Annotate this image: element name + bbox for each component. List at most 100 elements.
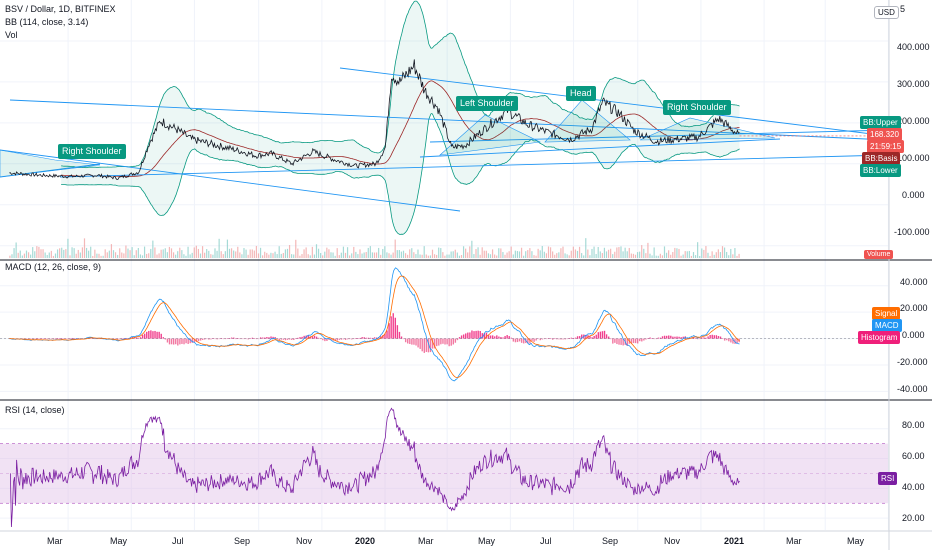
volume-bar: [518, 251, 521, 258]
macd-histogram-bar: [707, 336, 709, 339]
volume-bar: [558, 252, 560, 258]
macd-histogram-bar: [620, 338, 622, 345]
annotation-right-shoulder-left[interactable]: Right Shoulder: [58, 144, 126, 159]
volume-bar: [618, 247, 620, 258]
macd-histogram-bar: [717, 336, 720, 339]
macd-histogram-bar: [491, 335, 494, 339]
macd-histogram-bar: [438, 338, 440, 346]
macd-histogram-bar: [390, 316, 392, 339]
macd-histogram-bar: [92, 338, 94, 339]
volume-bar: [359, 249, 361, 258]
macd-histogram-bar: [79, 338, 82, 339]
macd-histogram-bar: [166, 338, 169, 343]
macd-histogram-bar: [69, 338, 71, 340]
volume-bar: [239, 252, 241, 258]
volume-bar: [146, 253, 148, 258]
volume-bar: [581, 253, 583, 258]
volume-bar: [226, 239, 229, 258]
macd-histogram-bar: [326, 338, 328, 341]
volume-bar: [636, 252, 639, 258]
macd-histogram-bar: [59, 338, 61, 339]
macd-histogram-bar: [235, 338, 237, 340]
macd-histogram-bar: [317, 337, 320, 339]
volume-bar: [164, 248, 166, 258]
macd-histogram-bar: [404, 338, 407, 343]
macd-histogram-bar: [605, 334, 608, 339]
macd-tick: -40.000: [897, 384, 928, 394]
volume-bar: [682, 254, 684, 258]
macd-histogram-bar: [465, 333, 467, 339]
macd-histogram-bar: [516, 338, 519, 343]
volume-bar: [398, 250, 400, 258]
macd-histogram-bar: [179, 338, 181, 345]
volume-bar: [382, 248, 384, 258]
macd-histogram-bar: [336, 338, 339, 341]
macd-histogram-bar: [183, 338, 185, 345]
currency-button[interactable]: USD: [874, 6, 899, 19]
macd-histogram-bar: [726, 338, 728, 341]
volume-bar: [419, 254, 421, 258]
volume-bar: [158, 253, 160, 258]
macd-histogram-bar: [657, 337, 660, 339]
trendline: [419, 138, 781, 158]
macd-histogram-bar: [512, 338, 515, 342]
volume-bar: [591, 248, 593, 258]
macd-histogram-bar: [75, 338, 78, 339]
macd-histogram-bar: [736, 338, 738, 344]
volume-bar: [175, 254, 177, 258]
volume-bar: [715, 252, 717, 258]
macd-histogram-bar: [585, 334, 587, 339]
volume-bar: [168, 246, 171, 258]
volume-bar: [380, 254, 382, 258]
price-tick: 200.000: [897, 116, 930, 126]
volume-bar: [597, 247, 599, 258]
macd-histogram-bar: [67, 338, 69, 340]
bb-upper-badge: BB:Upper: [860, 116, 901, 129]
chart-title[interactable]: BSV / Dollar, 1D, BITFINEX: [5, 4, 116, 14]
macd-histogram-bar: [477, 330, 479, 339]
macd-histogram-bar: [730, 338, 732, 343]
volume-bar: [46, 254, 48, 258]
volume-bar: [191, 252, 193, 258]
trendline: [9, 99, 889, 141]
macd-histogram-bar: [651, 338, 653, 339]
macd-indicator-label[interactable]: MACD (12, 26, close, 9): [5, 262, 102, 272]
volume-bar: [83, 238, 86, 258]
volume-bar: [295, 239, 297, 258]
bb-indicator-label[interactable]: BB (114, close, 3.14): [5, 17, 89, 27]
volume-bar: [320, 252, 322, 258]
volume-bar: [728, 255, 730, 258]
volume-bar: [363, 252, 365, 258]
rsi-indicator-label[interactable]: RSI (14, close): [5, 405, 65, 415]
trendlines[interactable]: [0, 67, 891, 212]
macd-histogram-bar: [448, 338, 450, 347]
annotation-left-shoulder[interactable]: Left Shoulder: [456, 96, 518, 111]
annotation-right-shoulder-right[interactable]: Right Shoulder: [663, 100, 731, 115]
volume-bar: [278, 246, 280, 258]
macd-histogram-bar: [487, 335, 490, 339]
volume-bar: [527, 250, 529, 258]
annotation-head[interactable]: Head: [566, 86, 596, 101]
price-line: [9, 59, 740, 180]
volume-bar: [262, 255, 264, 258]
macd-histogram-bar: [146, 331, 148, 339]
macd-histogram-bar: [212, 338, 214, 339]
volume-bar: [291, 254, 293, 258]
time-tick: Sep: [602, 536, 619, 546]
macd-histogram-bar: [206, 338, 208, 340]
volume-bar: [44, 252, 46, 258]
macd-histogram-bar: [595, 334, 597, 339]
volume-bar: [272, 253, 274, 258]
volume-indicator-label[interactable]: Vol: [5, 30, 18, 40]
macd-histogram-bar: [272, 336, 274, 339]
chart-grid: [0, 0, 889, 530]
volume-bar: [54, 253, 57, 258]
volume-bar: [456, 252, 458, 258]
volume-bar: [154, 247, 156, 258]
macd-histogram-bar: [500, 337, 502, 339]
volume-bar: [390, 254, 392, 258]
macd-histogram-bar: [54, 338, 57, 340]
volume-bar: [243, 248, 245, 258]
